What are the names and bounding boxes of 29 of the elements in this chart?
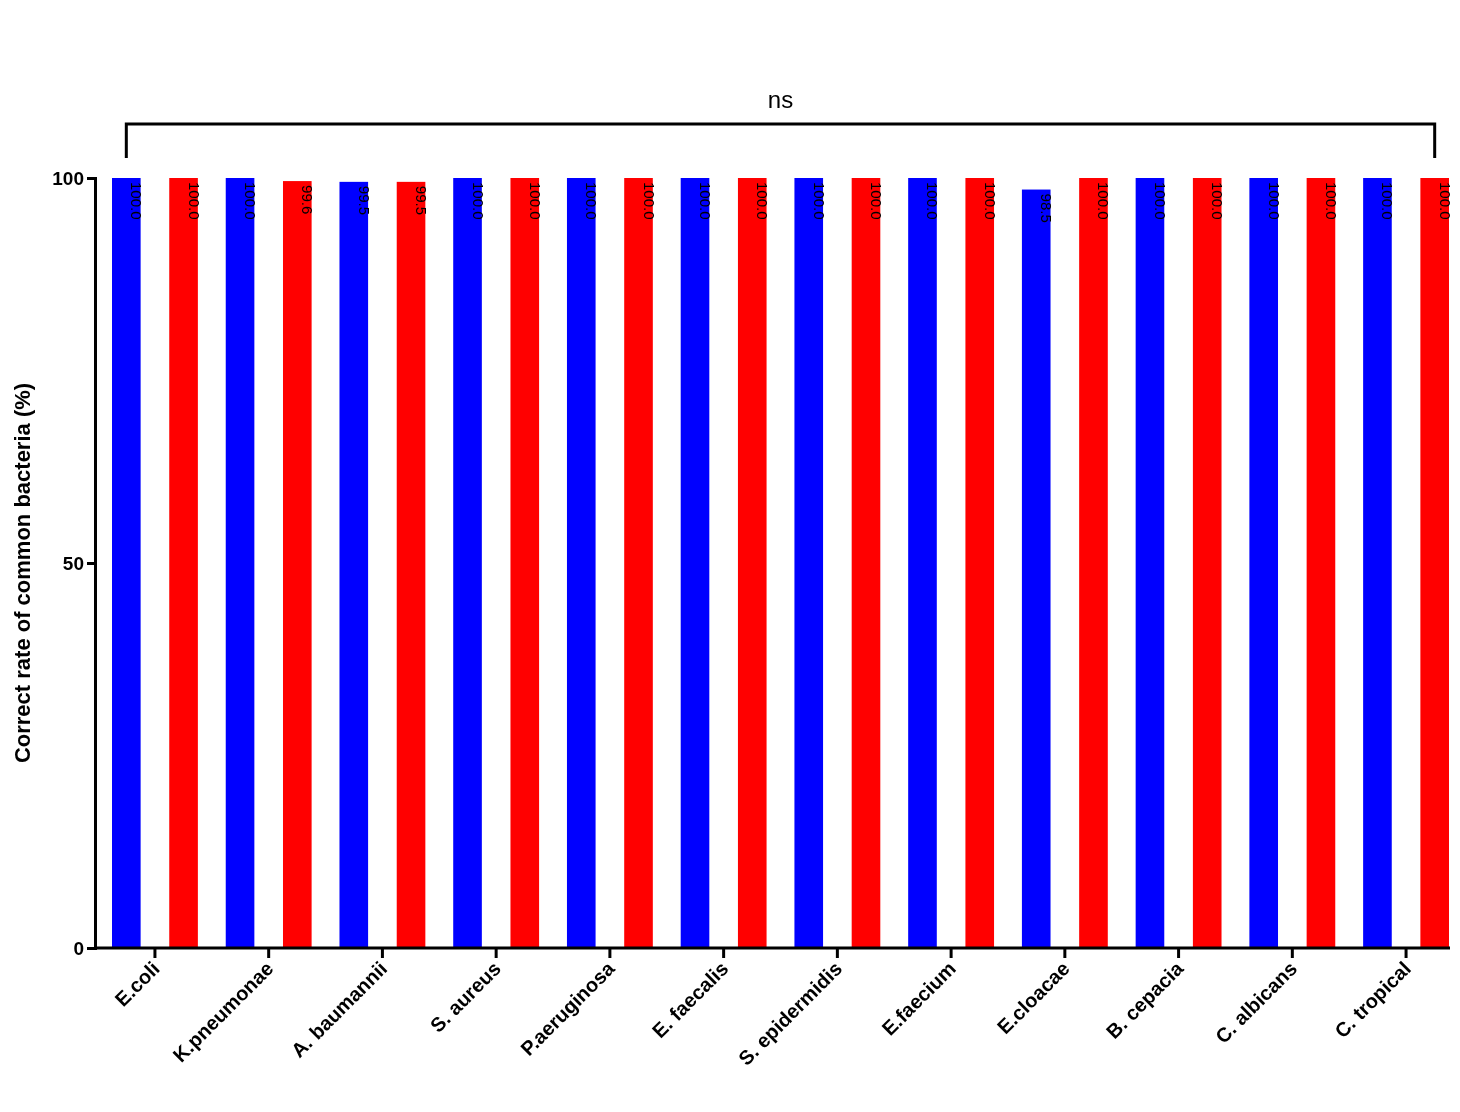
data-label: 99.5 xyxy=(355,185,373,216)
data-label: 100.0 xyxy=(242,182,260,220)
y-tick-label: 0 xyxy=(73,937,84,959)
data-label: 100.0 xyxy=(810,182,828,220)
data-label: 100.0 xyxy=(754,182,772,220)
data-label: 100.0 xyxy=(583,182,601,220)
data-label: 100.0 xyxy=(1322,182,1340,220)
data-label: 100.0 xyxy=(1265,182,1283,220)
data-label: 100.0 xyxy=(924,182,942,220)
data-label: 100.0 xyxy=(1209,182,1227,220)
data-label: 100.0 xyxy=(128,182,146,220)
data-label: 100.0 xyxy=(981,182,999,220)
data-label: 100.0 xyxy=(867,182,885,220)
data-label: 100.0 xyxy=(1095,182,1113,220)
y-tick-label: 100 xyxy=(52,167,84,189)
data-label: 99.5 xyxy=(413,185,431,216)
data-label: 98.5 xyxy=(1038,193,1056,223)
text: ns xyxy=(767,86,794,113)
data-label: 100.0 xyxy=(1151,182,1169,220)
data-label: 100.0 xyxy=(469,182,487,220)
data-label: 100.0 xyxy=(1379,182,1397,220)
data-label: 100.0 xyxy=(640,182,658,220)
data-label: 100.0 xyxy=(526,182,544,220)
data-label: 100.0 xyxy=(1436,182,1454,220)
data-label: 100.0 xyxy=(185,182,203,220)
y-tick-label: 50 xyxy=(62,552,84,574)
data-label: 100.0 xyxy=(697,182,715,220)
y-axis-title: Correct rate of common bacteria (%) xyxy=(10,382,35,764)
data-label: 99.6 xyxy=(299,185,317,215)
